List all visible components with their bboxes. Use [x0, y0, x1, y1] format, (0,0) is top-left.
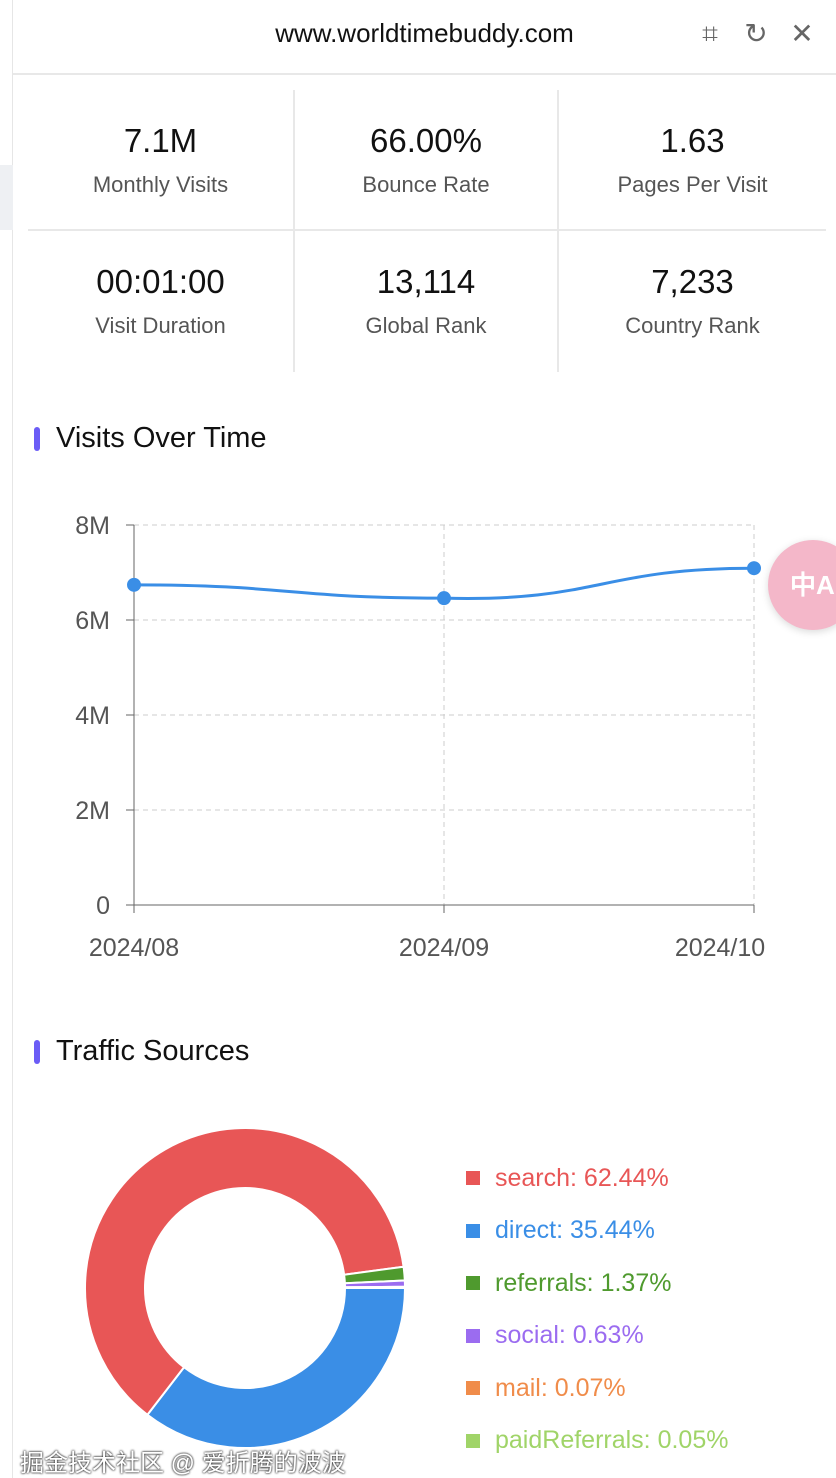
site-title: www.worldtimebuddy.com [275, 18, 574, 48]
legend-swatch [466, 1276, 480, 1291]
y-tick-label: 2M [75, 797, 110, 825]
stat-visit-duration: 00:01:00 Visit Duration [28, 231, 295, 372]
data-point [747, 561, 761, 576]
data-point [437, 591, 451, 606]
data-point [127, 577, 141, 592]
legend-label: social: 0.63% [495, 1321, 644, 1350]
y-tick-label: 6M [75, 607, 110, 635]
stat-monthly-visits: 7.1M Monthly Visits [28, 90, 295, 231]
watermark: 掘金技术社区 @ 爱折腾的波波 [20, 1450, 346, 1477]
close-icon[interactable]: ✕ [790, 18, 814, 49]
stat-country-rank: 7,233 Country Rank [625, 263, 760, 338]
legend-swatch [466, 1328, 480, 1343]
visits-line-chart: 0 2M 4M 6M 8M 2024/08 2024/09 2024/10 [75, 512, 765, 962]
legend-item-mail[interactable]: mail: 0.07% [466, 1362, 728, 1415]
stat-pages-per-visit: 1.63 Pages Per Visit [559, 90, 826, 231]
stat-bounce-rate: 66.00% Bounce Rate [295, 90, 559, 231]
translate-button[interactable]: 中A [768, 540, 836, 630]
x-tick-label: 2024/09 [399, 934, 489, 962]
stat-global-rank: 13,114 Global Rank [295, 231, 559, 372]
legend-item-social[interactable]: social: 0.63% [466, 1310, 728, 1363]
legend-item-direct[interactable]: direct: 35.44% [466, 1205, 728, 1258]
slice-search [84, 1127, 405, 1417]
legend-item-referrals[interactable]: referrals: 1.37% [466, 1257, 728, 1310]
traffic-section-title: Traffic Sources [34, 1035, 249, 1068]
stats-grid: 7.1M Monthly Visits 66.00% Bounce Rate 1.6… [28, 90, 826, 372]
legend-swatch [466, 1381, 480, 1396]
y-tick-label: 0 [96, 892, 110, 920]
x-tick-label: 2024/08 [89, 934, 179, 962]
traffic-legend: search: 62.44% direct: 35.44% referrals: 1… [466, 1152, 728, 1467]
slice-direct [146, 1287, 407, 1449]
sidebar-item[interactable] [0, 165, 13, 230]
legend-swatch [466, 1433, 480, 1448]
legend-item-paidReferrals[interactable]: paidReferrals: 0.05% [466, 1415, 728, 1468]
visits-section-title: Visits Over Time [34, 422, 267, 455]
slice-paidReferrals [343, 1286, 407, 1289]
crop-icon[interactable]: ⌗ [702, 18, 718, 49]
legend-item-search[interactable]: search: 62.44% [466, 1152, 728, 1205]
legend-label: mail: 0.07% [495, 1373, 626, 1402]
legend-swatch [466, 1171, 480, 1186]
traffic-donut-chart [84, 1127, 407, 1449]
y-tick-label: 8M [75, 512, 110, 540]
x-tick-label: 2024/10 [675, 934, 765, 962]
refresh-icon[interactable]: ↻ [744, 18, 768, 49]
sidebar-strip [0, 0, 13, 1478]
legend-label: referrals: 1.37% [495, 1268, 672, 1297]
legend-label: paidReferrals: 0.05% [495, 1426, 729, 1455]
y-tick-label: 4M [75, 702, 110, 730]
legend-label: search: 62.44% [495, 1163, 669, 1192]
legend-label: direct: 35.44% [495, 1216, 655, 1245]
legend-swatch [466, 1223, 480, 1238]
panel-header: www.worldtimebuddy.com ⌗ ↻ ✕ [13, 0, 836, 75]
